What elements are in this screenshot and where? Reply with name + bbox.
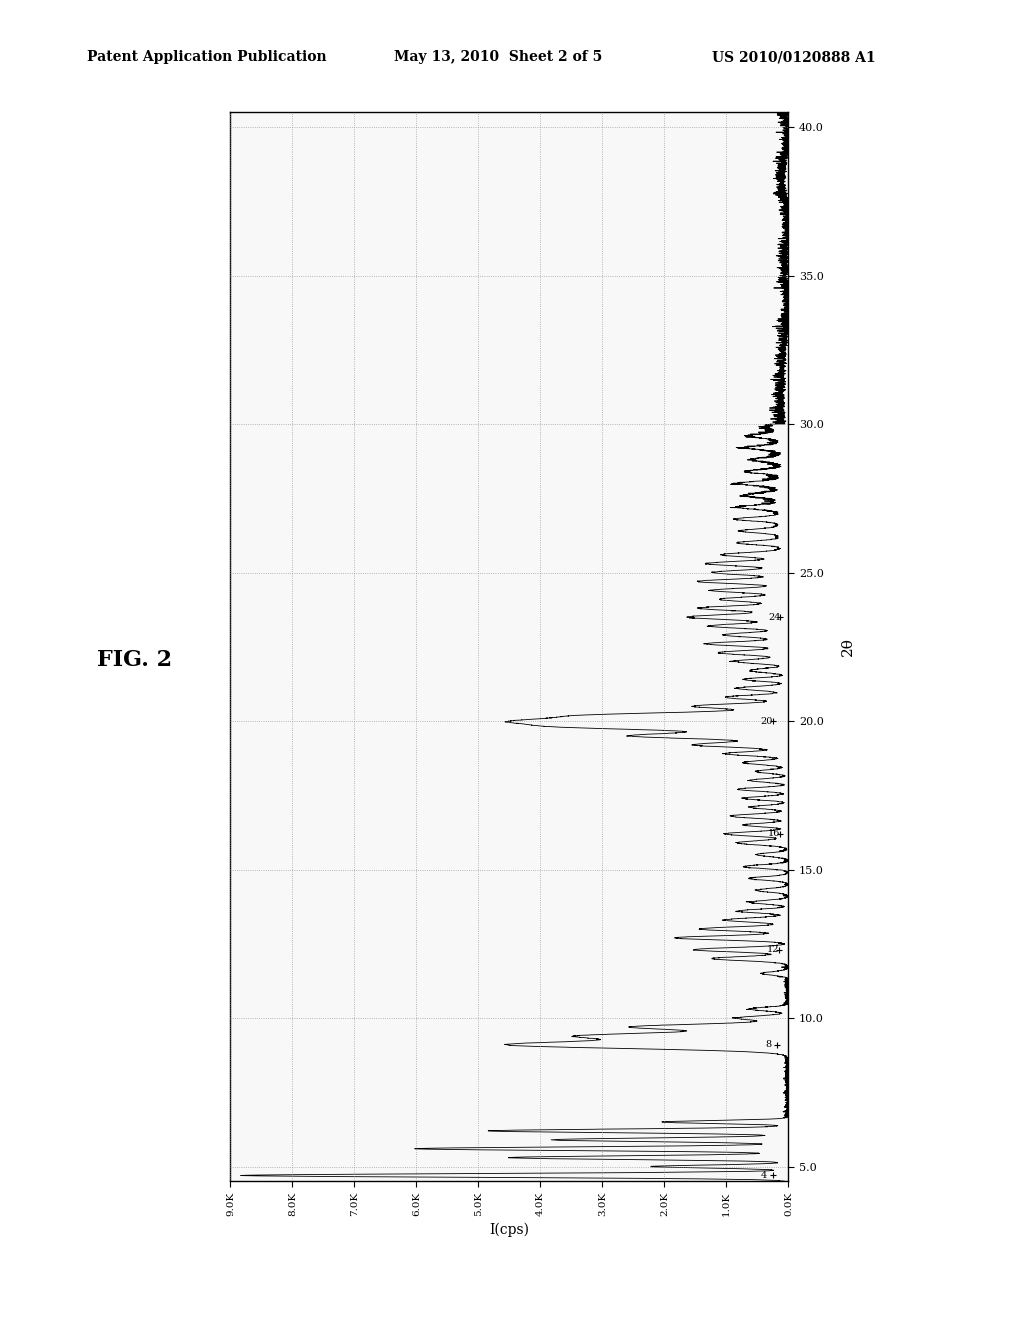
Text: US 2010/0120888 A1: US 2010/0120888 A1	[712, 50, 876, 65]
Text: Patent Application Publication: Patent Application Publication	[87, 50, 327, 65]
Text: 20: 20	[761, 717, 773, 726]
Y-axis label: 2θ: 2θ	[841, 638, 854, 656]
Text: 16: 16	[768, 829, 780, 838]
Text: FIG. 2: FIG. 2	[97, 649, 172, 671]
Text: May 13, 2010  Sheet 2 of 5: May 13, 2010 Sheet 2 of 5	[394, 50, 602, 65]
Text: 12: 12	[767, 945, 779, 954]
Text: 24: 24	[768, 612, 780, 622]
X-axis label: I(cps): I(cps)	[489, 1224, 529, 1237]
Text: 4: 4	[761, 1171, 767, 1180]
Text: 8: 8	[765, 1040, 771, 1049]
